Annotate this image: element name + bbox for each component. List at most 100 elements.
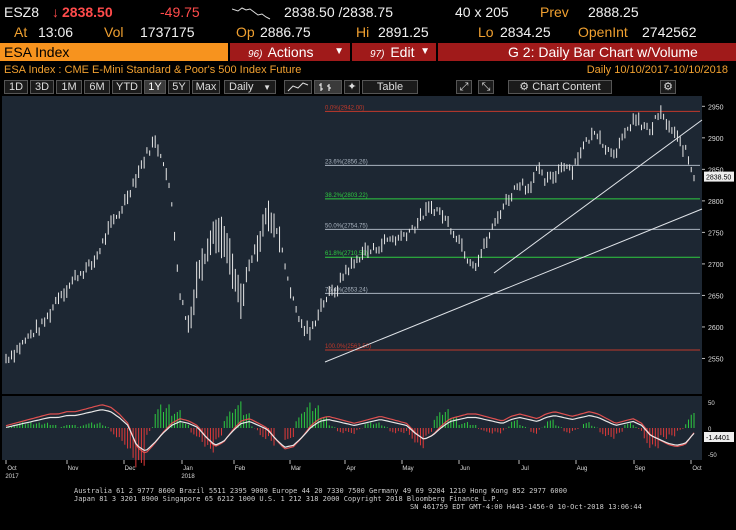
- prev-label: Prev: [540, 4, 569, 20]
- month-label: Nov: [68, 466, 79, 472]
- range-6m[interactable]: 6M: [84, 80, 110, 94]
- price-tick-label: 2900: [708, 136, 724, 143]
- crosshair-icon[interactable]: ✦: [344, 80, 360, 94]
- ticker[interactable]: ESZ8: [4, 4, 40, 20]
- month-label: Dec: [125, 466, 136, 472]
- low-label: Lo: [478, 24, 494, 40]
- month-label: Aug: [577, 466, 588, 472]
- price-tick-label: 2850: [708, 167, 724, 174]
- actions-menu[interactable]: 96) Actions ▼: [230, 43, 350, 61]
- range-5y[interactable]: 5Y: [168, 80, 190, 94]
- vol-value: 1737175: [140, 24, 195, 40]
- open-value: 2886.75: [260, 24, 311, 40]
- chart-title-row: ESA Index : CME E-Mini Standard & Poor's…: [0, 64, 736, 78]
- oscillator-tick-label: -50: [708, 453, 717, 459]
- high-value: 2891.25: [378, 24, 429, 40]
- price-tick-label: 2750: [708, 230, 724, 237]
- month-label: Oct: [7, 466, 17, 472]
- chevron-down-icon: ▼: [263, 83, 271, 92]
- oscillator-tick-label: 50: [708, 401, 715, 407]
- range-1d[interactable]: 1D: [4, 80, 28, 94]
- fib-label: 61.8%(2710.59): [325, 251, 368, 257]
- fib-label: 38.2%(2803.22): [325, 193, 368, 199]
- month-label: Feb: [235, 466, 246, 472]
- chart-content-button[interactable]: ⚙ Chart Content: [508, 80, 612, 94]
- chevron-down-icon: ▼: [420, 46, 430, 57]
- oscillator-value-marker: [704, 432, 734, 442]
- vol-label: Vol: [104, 24, 124, 40]
- time-axis: Oct Nov Dec Jan Feb Mar Apr May Jun Jul Aug Sep Oct 2…: [5, 460, 702, 480]
- oscillator-panel: [2, 396, 702, 460]
- trend-lines: [324, 119, 703, 363]
- support-trendline: [324, 208, 703, 363]
- price-tick-label: 2800: [708, 199, 724, 206]
- price-tick-label: 2550: [708, 356, 724, 363]
- quote-time: 13:06: [38, 24, 74, 40]
- month-label: Jul: [521, 466, 529, 472]
- down-arrow-icon: ↓: [52, 4, 59, 20]
- high-label: Hi: [356, 24, 370, 40]
- fibonacci-retracement: 0.0%(2942.00) 23.6%(2856.26) 38.2%(2803.22…: [325, 105, 700, 351]
- chart-period: Daily 10/10/2017-10/10/2018: [586, 64, 728, 76]
- bid-ask-size: 40 x 205: [455, 4, 509, 20]
- range-max[interactable]: Max: [192, 80, 220, 94]
- low-value: 2834.25: [500, 24, 551, 40]
- range-1m[interactable]: 1M: [56, 80, 82, 94]
- fib-label: 0.0%(2942.00): [325, 105, 364, 111]
- prev-value: 2888.25: [588, 4, 639, 20]
- fib-label: 100.0%(2563.50): [325, 344, 371, 350]
- edit-label: Edit: [390, 44, 415, 60]
- range-ytd[interactable]: YTD: [112, 80, 142, 94]
- month-label: Apr: [346, 466, 355, 472]
- edit-menu[interactable]: 97) Edit ▼: [352, 43, 436, 61]
- oscillator-tick-label: 0: [708, 427, 712, 433]
- month-label: Jun: [460, 466, 470, 472]
- footer-line-3: SN 461759 EDT GMT-4:00 H443-1456-0 10-Oc…: [410, 503, 642, 511]
- gear-icon: ⚙: [519, 81, 530, 93]
- openint-label: OpenInt: [578, 24, 628, 40]
- net-change: -49.75: [160, 4, 200, 20]
- month-label: Jan: [183, 466, 193, 472]
- line-chart-icon[interactable]: [284, 80, 312, 94]
- actions-label: Actions: [267, 44, 314, 60]
- bid-ask: 2838.50 /2838.75: [284, 4, 393, 20]
- price-axis: 2550 2600 2650 2700 2750 2800 2850 2900 2950 2838…: [702, 104, 734, 363]
- security-field[interactable]: ESA Index: [0, 43, 228, 61]
- oscillator-value-label: -1.4401: [706, 435, 730, 442]
- zoom-icon[interactable]: ⤡: [478, 80, 494, 94]
- command-bar: ESA Index 96) Actions ▼ 97) Edit ▼ G 2: …: [0, 43, 736, 61]
- footer-line-1: Australia 61 2 9777 8600 Brazil 5511 239…: [74, 487, 568, 495]
- range-1y[interactable]: 1Y: [144, 80, 166, 94]
- price-panel: [2, 96, 702, 394]
- bar-chart-icon[interactable]: [314, 80, 342, 94]
- fib-label: 23.6%(2856.26): [325, 159, 368, 165]
- sparkline-icon: [232, 7, 271, 20]
- month-label: Sep: [635, 466, 646, 472]
- fib-label: 76.4%(2653.24): [325, 287, 368, 293]
- open-label: Op: [236, 24, 255, 40]
- year-label: 2017: [5, 474, 19, 480]
- price-chart[interactable]: 0.0%(2942.00) 23.6%(2856.26) 38.2%(2803.22…: [0, 96, 736, 488]
- price-tick-label: 2700: [708, 262, 724, 269]
- frequency-label: Daily: [229, 81, 254, 93]
- expand-icon[interactable]: ⤢: [456, 80, 472, 94]
- signal-line: [5, 409, 695, 452]
- settings-icon[interactable]: ⚙: [660, 80, 676, 94]
- chart-content-label: Chart Content: [532, 81, 601, 93]
- price-tick-label: 2600: [708, 325, 724, 332]
- last-price-label: 2838.50: [706, 175, 731, 182]
- frequency-select[interactable]: Daily ▼: [224, 80, 276, 94]
- openint-value: 2742562: [642, 24, 697, 40]
- actions-number: 96): [248, 49, 263, 60]
- edit-number: 97): [370, 49, 385, 60]
- chevron-down-icon: ▼: [334, 46, 344, 57]
- rising-trendline: [493, 119, 703, 274]
- footer-line-2: Japan 81 3 3201 8900 Singapore 65 6212 1…: [74, 495, 500, 503]
- oscillator: 50 0 -50 -1.4401: [5, 401, 734, 468]
- year-label: 2018: [181, 474, 195, 480]
- price-tick-label: 2950: [708, 104, 724, 111]
- table-button[interactable]: Table: [362, 80, 418, 94]
- month-label: Oct: [692, 466, 702, 472]
- range-3d[interactable]: 3D: [30, 80, 54, 94]
- price-bars: [5, 105, 695, 364]
